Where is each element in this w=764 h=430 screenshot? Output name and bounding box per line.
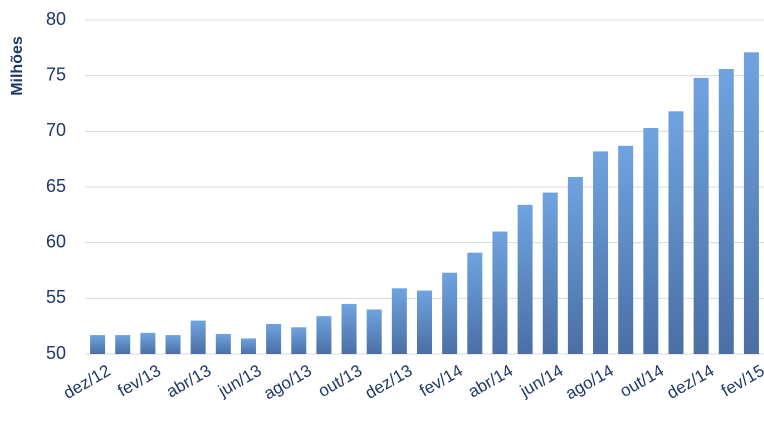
bar <box>693 77 709 354</box>
y-tick-label: 55 <box>46 287 66 307</box>
x-tick-label: abr/13 <box>163 361 214 402</box>
bar <box>316 316 332 354</box>
bar <box>593 151 609 354</box>
x-tick-label: dez/13 <box>362 361 416 403</box>
x-tick-label: fev/13 <box>115 361 165 401</box>
bar <box>517 204 533 354</box>
bar <box>417 290 432 354</box>
x-tick-label: jun/14 <box>516 361 566 401</box>
bar <box>366 309 382 354</box>
bar <box>266 323 282 354</box>
x-tick-label: abr/14 <box>465 361 516 402</box>
bar <box>743 52 759 354</box>
bar <box>190 320 206 354</box>
x-tick-label: dez/12 <box>60 361 114 403</box>
bar <box>718 68 734 354</box>
bar <box>291 327 307 354</box>
x-tick-label: dez/14 <box>664 361 718 403</box>
bar <box>215 333 231 354</box>
y-tick-label: 50 <box>46 343 66 363</box>
bar <box>90 335 106 354</box>
bar <box>643 127 659 354</box>
bar <box>467 252 483 354</box>
y-tick-label: 65 <box>46 176 66 196</box>
x-tick-label: out/14 <box>617 361 667 401</box>
bar <box>115 335 131 354</box>
bar <box>542 192 558 354</box>
bar <box>240 338 256 354</box>
y-tick-label: 75 <box>46 64 66 84</box>
bar <box>618 145 634 354</box>
y-tick-label: 70 <box>46 120 66 140</box>
bar <box>492 231 508 354</box>
y-tick-label: 60 <box>46 231 66 251</box>
bar <box>140 332 156 354</box>
bar <box>391 288 407 354</box>
x-tick-label: out/13 <box>315 361 365 401</box>
y-axis-label: Milhões <box>9 36 26 96</box>
bar <box>165 335 181 354</box>
x-tick-label: ago/13 <box>260 361 315 403</box>
bar <box>668 111 684 354</box>
y-tick-label: 80 <box>46 9 66 29</box>
x-tick-label: fev/14 <box>416 361 466 401</box>
bar <box>567 176 583 354</box>
x-tick-label: ago/14 <box>562 361 617 403</box>
x-tick-label: jun/13 <box>214 361 264 401</box>
bar <box>442 272 458 354</box>
x-tick-label: fev/15 <box>718 361 764 401</box>
bar <box>341 303 357 354</box>
